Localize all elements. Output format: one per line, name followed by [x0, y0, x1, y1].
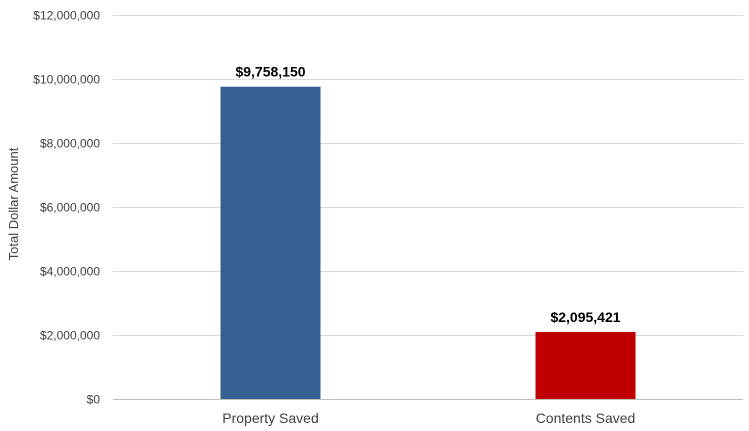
- y-axis-title: Total Dollar Amount: [6, 147, 21, 260]
- y-tick-label: $10,000,000: [33, 73, 100, 87]
- bar-contents-saved: [535, 331, 636, 399]
- y-tick-label: $0: [87, 393, 101, 407]
- y-axis-tick-labels: $0 $2,000,000 $4,000,000 $6,000,000 $8,000,0…: [33, 9, 100, 407]
- y-tick-label: $12,000,000: [33, 9, 100, 23]
- x-category-label: Property Saved: [222, 410, 319, 426]
- x-axis-category-labels: Property Saved Contents Saved: [222, 410, 635, 426]
- x-category-label: Contents Saved: [536, 410, 636, 426]
- y-tick-label: $6,000,000: [40, 201, 100, 215]
- data-label: $9,758,150: [235, 64, 305, 80]
- y-tick-label: $4,000,000: [40, 265, 100, 279]
- data-labels: $9,758,150 $2,095,421: [235, 64, 620, 325]
- bars: [220, 86, 636, 399]
- y-tick-label: $8,000,000: [40, 137, 100, 151]
- y-tick-label: $2,000,000: [40, 329, 100, 343]
- bar-property-saved: [220, 86, 321, 399]
- gridlines: [113, 15, 743, 400]
- data-label: $2,095,421: [550, 309, 620, 325]
